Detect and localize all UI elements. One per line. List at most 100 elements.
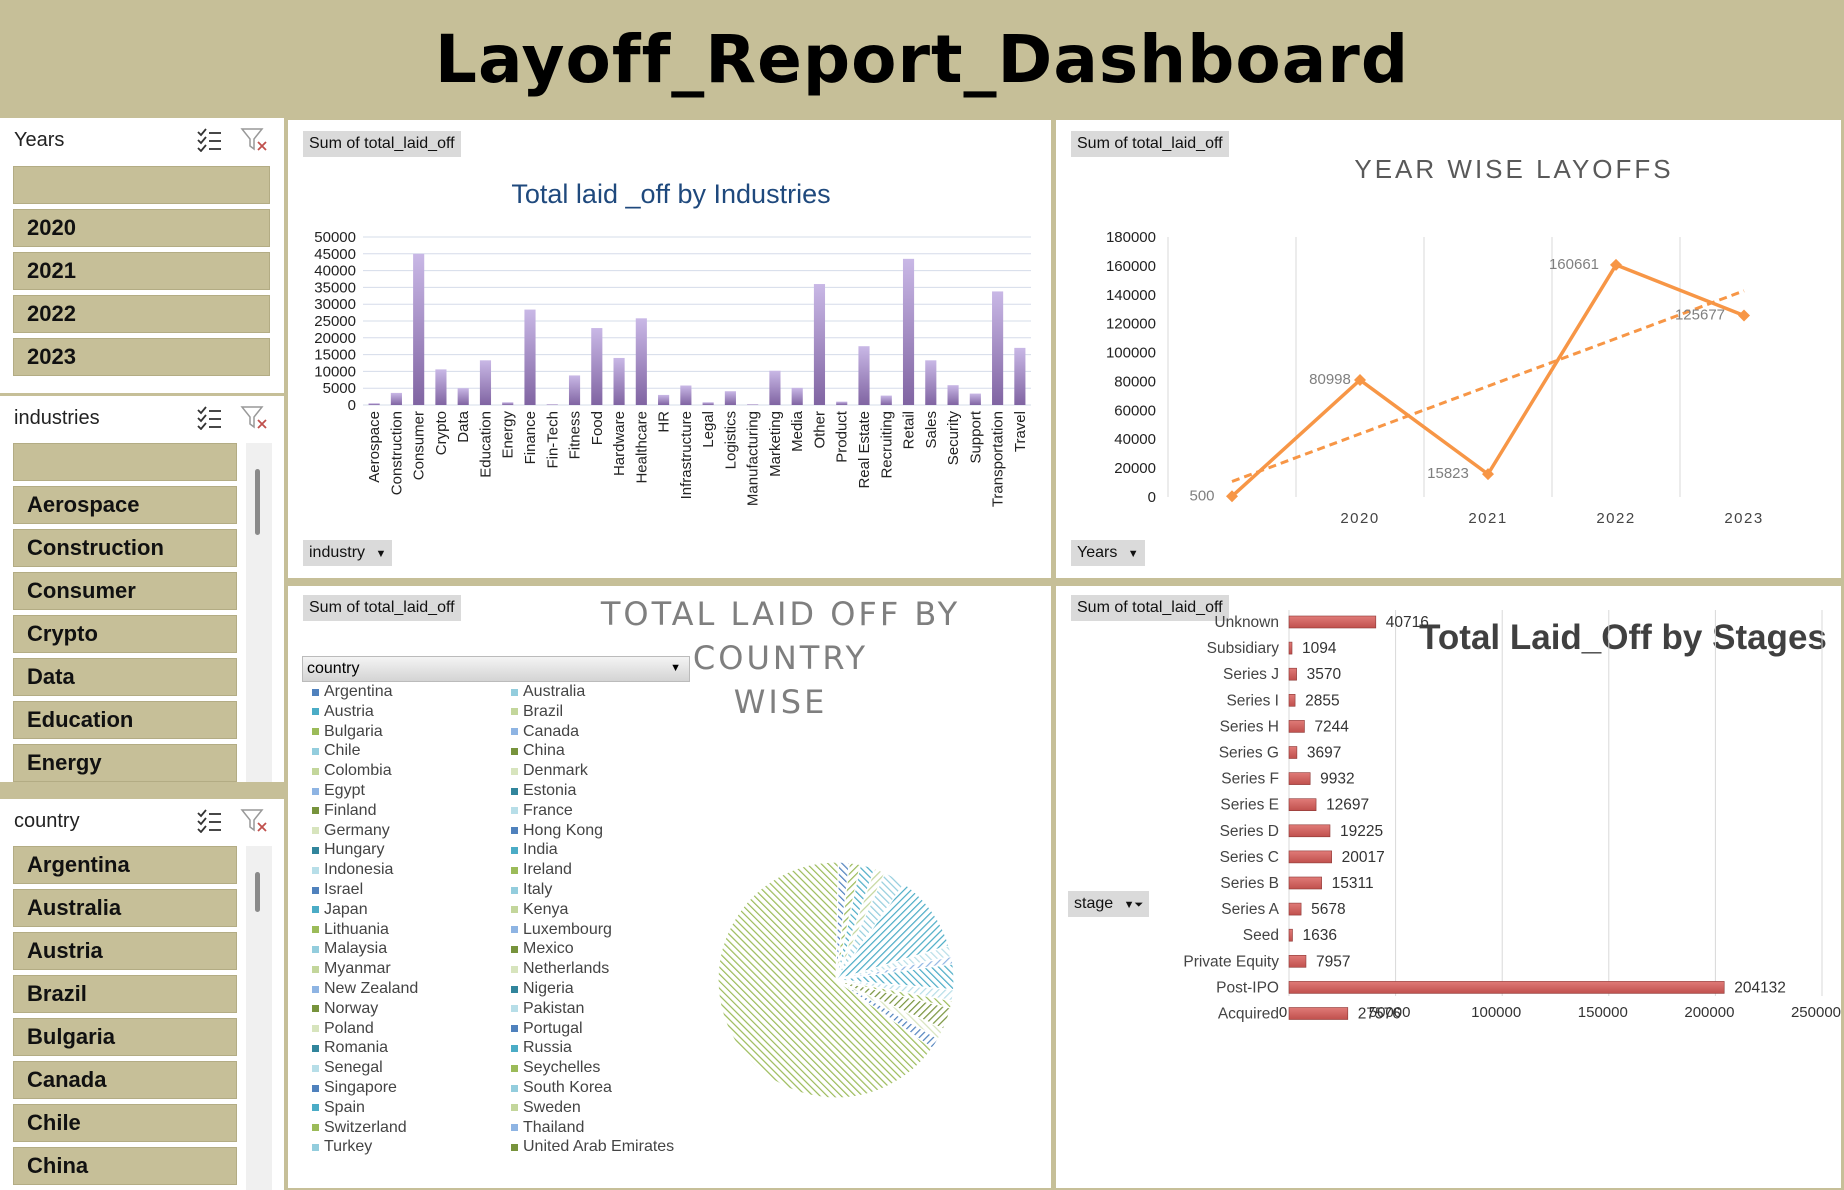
legend-item: Malaysia [312,940,387,958]
slicer-years-item-2020[interactable]: 2020 [13,209,270,247]
legend-item: Lithuania [312,921,389,939]
industries-chart-title: Total laid _off by Industries [511,179,830,209]
legend-item: Hong Kong [511,822,603,840]
stage-axis-field-button[interactable]: stage ▼⏷ [1068,891,1150,917]
y-tick-label: 60000 [1114,402,1156,419]
x-tick-label: Education [477,411,494,478]
slicer-years-item-2022[interactable]: 2022 [13,295,270,333]
clear-filter-icon[interactable] [240,405,268,431]
y-tick-label: 20000 [314,330,356,347]
slicer-country-item-brazil[interactable]: Brazil [13,975,237,1013]
clear-filter-icon[interactable] [240,808,268,834]
y-tick-label: Acquired [1218,1006,1279,1023]
x-tick-label: Construction [388,411,405,495]
slicer-industries-item-education[interactable]: Education [13,701,237,739]
slicer-country-item-canada[interactable]: Canada [13,1061,237,1099]
bar-series-i [1288,694,1296,707]
slicer-years-item-2021[interactable]: 2021 [13,252,270,290]
clear-filter-icon[interactable] [240,127,268,153]
slicer-country-item-austria[interactable]: Austria [13,932,237,970]
multi-select-icon[interactable] [196,406,222,430]
slicer-industries-item-crypto[interactable]: Crypto [13,615,237,653]
y-tick-label: 35000 [314,279,356,296]
multi-select-icon[interactable] [196,809,222,833]
y-tick-label: 100000 [1106,345,1156,362]
slicer-industries-item-data[interactable]: Data [13,658,237,696]
x-tick-label: Food [589,411,606,445]
y-tick-label: 10000 [314,363,356,380]
slicer-country-item-australia[interactable]: Australia [13,889,237,927]
slicer-country-scrollbar[interactable] [246,846,272,1190]
slicer-country-item-chile[interactable]: Chile [13,1104,237,1142]
x-tick-label: 250000 [1791,1004,1841,1021]
slicer-country-item-china[interactable]: China [13,1147,237,1185]
industry-axis-label: industry [309,544,366,561]
y-tick-label: Unknown [1214,614,1279,631]
x-tick-label: 2022 [1596,510,1635,527]
slicer-industries-item-consumer[interactable]: Consumer [13,572,237,610]
slicer-industries-item-aerospace[interactable]: Aerospace [13,486,237,524]
y-tick-label: 0 [1148,489,1156,506]
slicer-industries-item-construction[interactable]: Construction [13,529,237,567]
x-tick-label: 0 [1279,1004,1287,1021]
x-tick-label: Finance [522,411,539,464]
scrollbar-thumb[interactable] [255,872,260,912]
legend-label: China [523,742,565,760]
legend-item: India [511,841,558,859]
data-point [1482,468,1494,481]
y-tick-label: 180000 [1106,229,1156,246]
legend-item: Denmark [511,762,588,780]
years-axis-field-button[interactable]: Years ▼ [1071,540,1145,566]
slicer-years-item-blank[interactable] [13,166,270,204]
field-button-sum[interactable]: Sum of total_laid_off [1071,131,1229,157]
bar-private-equity [1288,954,1307,968]
legend-label: Canada [523,722,580,740]
industry-axis-field-button[interactable]: industry ▼ [303,540,393,566]
slicer-country-item-bulgaria[interactable]: Bulgaria [13,1018,237,1056]
y-tick-label: Series A [1221,901,1279,918]
y-tick-label: 50000 [314,229,356,246]
legend-label: France [523,801,573,819]
year-line-chart: YEAR WISE LAYOFFS 0 20000 40000 60000 80000 10… [1106,154,1762,527]
x-tick-label: Product [834,410,851,463]
panel-industries-chart: Sum of total_laid_off Total laid _off by… [288,120,1051,578]
slicer-industries-scrollbar[interactable] [246,443,272,782]
field-button-sum[interactable]: Sum of total_laid_off [303,131,461,157]
x-tick-label: Security [945,411,962,466]
slicer-country-item-argentina[interactable]: Argentina [13,846,237,884]
x-tick-label: 200000 [1684,1004,1734,1021]
multi-select-icon[interactable] [196,128,222,152]
y-tick-label: Series E [1220,797,1279,814]
legend-label: Israel [324,881,364,898]
legend-label: Indonesia [324,861,394,879]
y-tick-label: 45000 [314,246,356,263]
slicer-years-item-2023[interactable]: 2023 [13,338,270,376]
bar-fitness [568,375,581,405]
legend-swatch [312,1124,319,1132]
data-label: 3570 [1307,666,1342,683]
country-filter-dropdown[interactable]: country ▼ [302,656,690,682]
legend-swatch [511,985,518,993]
legend-swatch [312,886,319,894]
legend-label: Lithuania [324,920,389,938]
pie-slice [835,979,940,1050]
slicer-industries-item-blank[interactable] [13,443,237,481]
bar-security [947,385,959,405]
field-button-sum[interactable]: Sum of total_laid_off [1071,595,1229,621]
legend-item: Hungary [312,841,384,859]
scrollbar-thumb[interactable] [255,469,260,535]
legend-item: Thailand [511,1119,584,1137]
bar-series-g [1288,746,1298,759]
legend-label: Germany [324,821,390,839]
legend-label: Thailand [523,1118,585,1136]
legend-label: Japan [324,900,368,918]
slicer-country-title: country [14,809,80,832]
legend-swatch [511,787,518,795]
bar-sales [925,360,937,405]
slicer-industries-item-energy[interactable]: Energy [13,744,237,782]
legend-item: New Zealand [312,980,418,998]
data-label: 27576 [1358,1006,1401,1023]
field-button-sum[interactable]: Sum of total_laid_off [303,595,461,621]
x-tick-label: Real Estate [856,411,873,489]
data-label: 125677 [1675,306,1725,323]
